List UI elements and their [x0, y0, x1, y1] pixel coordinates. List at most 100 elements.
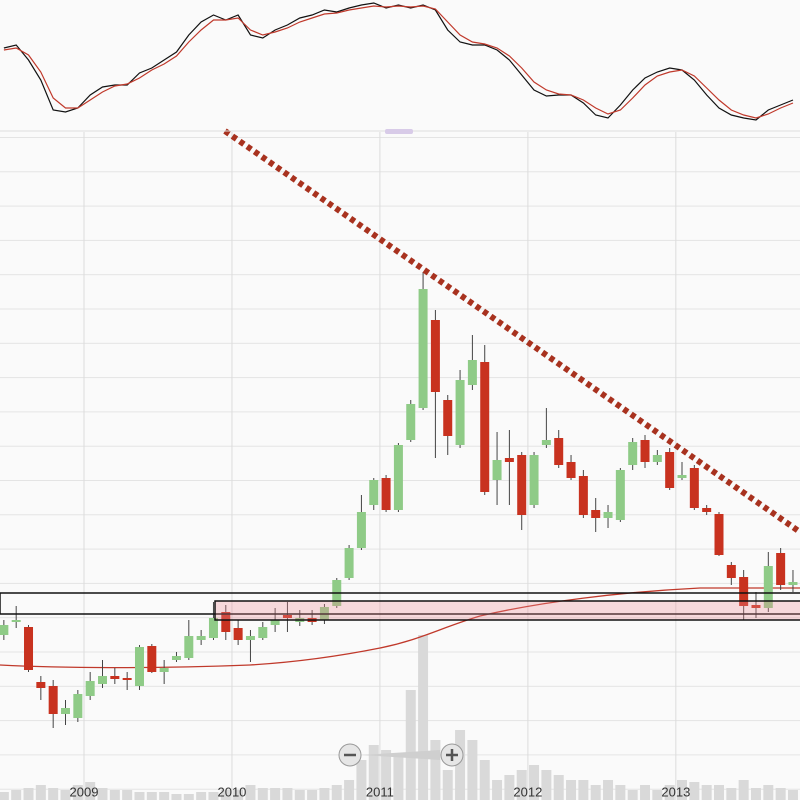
volume-bar — [504, 775, 515, 800]
candle-body — [258, 627, 268, 638]
candle-body — [418, 289, 428, 408]
volume-bar — [405, 690, 416, 800]
volume-bar — [750, 788, 761, 800]
volume-bar — [689, 782, 700, 800]
candle-body — [492, 460, 502, 480]
oscillator-k-line — [3, 2, 794, 121]
volume-bar — [257, 788, 268, 800]
volume-bar — [356, 760, 367, 800]
x-tick-label: 2013 — [661, 784, 690, 799]
volume-bar — [368, 745, 379, 800]
candle-body — [171, 656, 181, 660]
volume-bar — [171, 794, 182, 800]
x-tick-label: 2009 — [70, 784, 99, 799]
candle-body — [221, 612, 231, 632]
candle-body — [776, 553, 786, 585]
volume-bar — [640, 785, 651, 800]
candle-body — [245, 636, 255, 640]
volume-bar — [48, 788, 59, 800]
volume-layer — [0, 635, 798, 800]
candle-body — [48, 686, 58, 714]
candle-body — [554, 438, 564, 465]
volume-bar — [393, 755, 404, 800]
volume-bar — [319, 788, 330, 800]
volume-bar — [294, 790, 305, 800]
volume-bar — [566, 780, 577, 800]
zoom-slider[interactable] — [362, 750, 440, 760]
volume-bar — [541, 770, 552, 800]
volume-bar — [627, 790, 638, 800]
oscillator-panel — [3, 2, 794, 121]
volume-bar — [529, 765, 540, 800]
candle-body — [0, 625, 9, 635]
volume-bar — [455, 730, 466, 800]
candle-body — [406, 404, 416, 440]
candle-body — [122, 678, 132, 680]
x-axis: 2009 2010 2011 2012 2013 — [70, 784, 691, 799]
volume-bar — [183, 794, 194, 800]
support-box — [214, 600, 800, 621]
volume-bar — [763, 785, 774, 800]
candle-body — [147, 646, 157, 672]
zoom-control — [338, 743, 464, 767]
volume-bar — [713, 785, 724, 800]
candle-body — [714, 514, 724, 555]
x-tick-label: 2012 — [513, 784, 542, 799]
panel-resize-handle[interactable] — [385, 129, 413, 134]
volume-bar — [60, 790, 71, 800]
volume-bar — [233, 790, 244, 800]
candle-body — [36, 682, 46, 688]
volume-bar — [146, 792, 157, 800]
volume-bar — [159, 792, 170, 800]
volume-bar — [418, 635, 429, 800]
candle-body — [184, 636, 194, 658]
volume-bar — [467, 740, 478, 800]
volume-bar — [442, 770, 453, 800]
candle-body — [381, 478, 391, 510]
volume-bar — [23, 788, 34, 800]
candle-body — [24, 627, 34, 670]
candle-body — [751, 605, 761, 608]
candle-body — [578, 476, 588, 515]
volume-bar — [85, 782, 96, 800]
volume-bar — [72, 785, 83, 800]
candle-body — [640, 440, 650, 462]
vertical-grid — [83, 132, 677, 800]
volume-bar — [35, 785, 46, 800]
volume-bar — [492, 780, 503, 800]
volume-bar — [787, 790, 798, 800]
volume-bar — [282, 788, 293, 800]
volume-bar — [331, 785, 342, 800]
volume-bar — [726, 788, 737, 800]
oscillator-d-line — [3, 5, 794, 119]
candle-body — [110, 676, 120, 679]
candle-body — [233, 628, 243, 640]
candle-body — [726, 565, 736, 578]
volume-bar — [701, 785, 712, 800]
candle-body — [393, 445, 403, 510]
candle-body — [677, 475, 687, 478]
candle-body — [591, 510, 601, 518]
volume-bar — [775, 788, 786, 800]
volume-bar — [677, 780, 688, 800]
candle-body — [134, 647, 144, 686]
candle-body — [196, 636, 206, 640]
candle-body — [208, 618, 218, 638]
support-zone — [0, 592, 800, 615]
x-tick-label: 2011 — [366, 784, 394, 799]
volume-bar — [270, 788, 281, 800]
volume-bar — [307, 790, 318, 800]
volume-bar — [738, 780, 749, 800]
candle-body — [615, 470, 625, 520]
volume-bar — [97, 788, 108, 800]
candle-body — [11, 620, 21, 622]
moving-average — [0, 587, 800, 669]
volume-bar — [109, 790, 120, 800]
volume-bar — [11, 790, 22, 800]
x-tick-label: 2010 — [217, 784, 246, 799]
candle-body — [541, 440, 551, 445]
candle-body — [455, 380, 465, 445]
volume-bar — [479, 760, 490, 800]
volume-bar — [615, 785, 626, 800]
